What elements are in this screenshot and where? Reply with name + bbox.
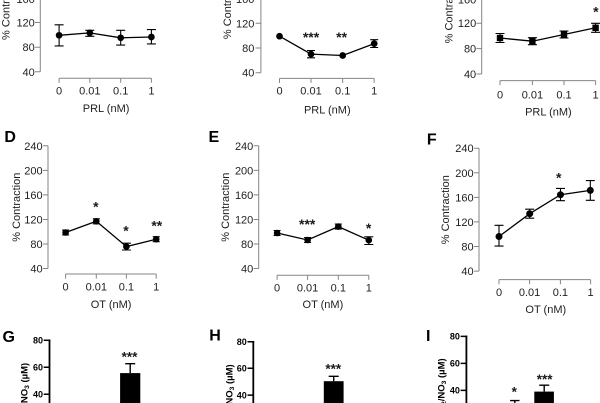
svg-text:120: 120: [24, 214, 42, 226]
svg-text:200: 200: [455, 168, 473, 180]
svg-text:80: 80: [461, 241, 473, 253]
svg-text:F: F: [427, 131, 437, 148]
svg-text:0.1: 0.1: [553, 287, 568, 299]
svg-text:120: 120: [16, 17, 34, 29]
svg-text:***: ***: [122, 350, 139, 365]
svg-text:40: 40: [33, 389, 43, 399]
svg-text:0.01: 0.01: [86, 281, 107, 293]
svg-text:160: 160: [458, 0, 476, 6]
svg-text:160: 160: [236, 0, 254, 6]
svg-text:0: 0: [56, 86, 62, 98]
svg-text:***: ***: [303, 29, 320, 45]
svg-text:40: 40: [30, 263, 42, 275]
svg-text:% Contraction: % Contraction: [444, 0, 456, 43]
svg-text:160: 160: [16, 0, 34, 6]
svg-text:E: E: [209, 129, 220, 146]
svg-text:1: 1: [148, 86, 154, 98]
svg-text:*: *: [512, 385, 518, 400]
svg-text:PRL (nM): PRL (nM): [304, 104, 351, 116]
svg-text:0: 0: [274, 283, 280, 295]
svg-text:***: ***: [299, 216, 316, 232]
svg-text:40: 40: [23, 67, 35, 79]
svg-text:80: 80: [464, 44, 476, 56]
svg-text:0.01: 0.01: [79, 86, 100, 98]
svg-text:160: 160: [455, 192, 473, 204]
svg-text:1: 1: [588, 287, 594, 299]
svg-text:80: 80: [33, 335, 43, 345]
svg-text:0.01: 0.01: [522, 89, 543, 101]
svg-text:PRL (nM): PRL (nM): [83, 103, 130, 115]
svg-text:*: *: [593, 3, 599, 19]
svg-text:80: 80: [241, 239, 253, 251]
svg-text:40: 40: [461, 266, 473, 278]
svg-text:160: 160: [24, 190, 42, 202]
svg-text:*: *: [123, 223, 129, 239]
svg-text:0.01: 0.01: [297, 283, 318, 295]
svg-text:40: 40: [464, 69, 476, 81]
svg-text:% Contraction: % Contraction: [440, 175, 452, 244]
svg-text:OT (nM): OT (nM): [91, 299, 132, 311]
svg-text:*: *: [556, 170, 562, 186]
svg-text:NO3 (µM): NO3 (µM): [225, 364, 237, 403]
svg-text:OT (nM): OT (nM): [525, 304, 566, 316]
svg-text:H: H: [209, 328, 221, 345]
svg-text:% Contraction: % Contraction: [0, 0, 12, 40]
svg-text:60: 60: [450, 359, 460, 369]
svg-text:1: 1: [366, 283, 372, 295]
svg-text:40: 40: [241, 263, 253, 275]
svg-text:D: D: [4, 129, 16, 146]
svg-text:120: 120: [235, 214, 253, 226]
svg-text:PRL (nM): PRL (nM): [525, 107, 572, 119]
svg-text:80: 80: [23, 42, 35, 54]
svg-text:% Contraction: % Contraction: [220, 173, 232, 242]
svg-text:120: 120: [236, 18, 254, 30]
svg-text:240: 240: [235, 141, 253, 153]
svg-text:200: 200: [24, 165, 42, 177]
svg-text:0: 0: [497, 89, 503, 101]
svg-text:0: 0: [63, 281, 69, 293]
svg-text:40: 40: [450, 386, 460, 396]
svg-text:120: 120: [455, 217, 473, 229]
svg-text:*: *: [93, 199, 99, 215]
svg-text:60: 60: [33, 363, 43, 373]
svg-text:***: ***: [325, 362, 342, 377]
svg-text:240: 240: [24, 141, 42, 153]
svg-text:0: 0: [276, 86, 282, 98]
svg-text:160: 160: [235, 190, 253, 202]
svg-text:OT (nM): OT (nM): [303, 299, 344, 311]
svg-text:**: **: [336, 29, 347, 45]
svg-text:***: ***: [537, 372, 554, 387]
svg-text:0.01: 0.01: [519, 287, 540, 299]
svg-text:80: 80: [30, 239, 42, 251]
svg-text:0.1: 0.1: [556, 89, 571, 101]
svg-text:80: 80: [450, 331, 460, 341]
svg-text:0: 0: [496, 287, 502, 299]
svg-text:200: 200: [235, 165, 253, 177]
svg-text:60: 60: [237, 364, 247, 374]
svg-text:G: G: [3, 329, 15, 346]
svg-text:NO2/NO3 (µM): NO2/NO3 (µM): [436, 358, 448, 403]
svg-text:0.1: 0.1: [119, 281, 134, 293]
svg-text:0.01: 0.01: [300, 86, 321, 98]
svg-text:120: 120: [458, 18, 476, 30]
svg-text:40: 40: [242, 68, 254, 80]
svg-text:80: 80: [242, 43, 254, 55]
svg-text:**: **: [151, 217, 162, 233]
svg-text:0.1: 0.1: [331, 283, 346, 295]
svg-text:% Contraction: % Contraction: [11, 173, 23, 242]
svg-text:1: 1: [153, 281, 159, 293]
svg-text:1: 1: [593, 89, 599, 101]
svg-text:80: 80: [237, 337, 247, 347]
svg-text:*: *: [366, 220, 372, 236]
svg-text:NO3 (µM): NO3 (µM): [20, 363, 32, 403]
svg-text:1: 1: [371, 86, 377, 98]
svg-text:0.1: 0.1: [113, 86, 128, 98]
svg-text:I: I: [426, 328, 430, 345]
svg-text:% Contraction: % Contraction: [222, 0, 234, 39]
svg-text:0.1: 0.1: [335, 86, 350, 98]
svg-text:240: 240: [455, 143, 473, 155]
svg-text:40: 40: [237, 390, 247, 400]
